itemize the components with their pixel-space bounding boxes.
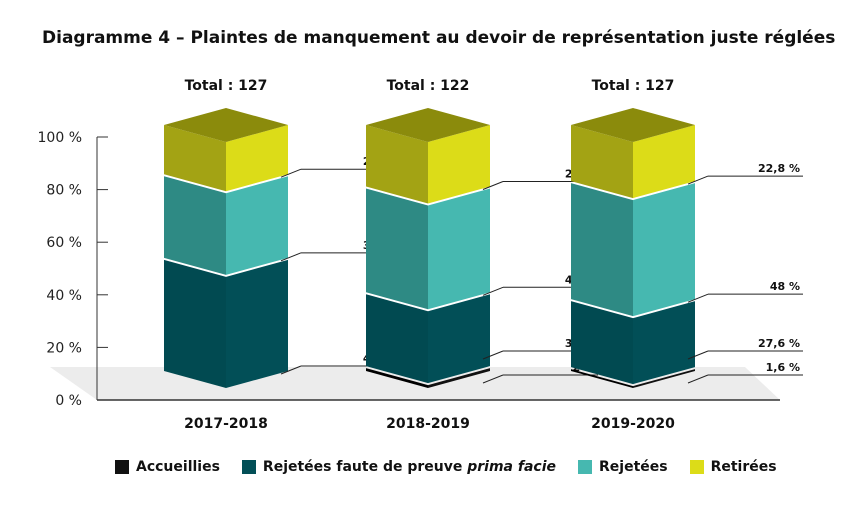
bar-segment-right-face	[226, 125, 288, 192]
label-leader-line	[482, 181, 504, 190]
label-leader-line	[280, 252, 302, 262]
label-leader-line	[687, 350, 709, 360]
bar-segment-right-face	[633, 125, 695, 199]
legend-label: Retirées	[710, 459, 777, 475]
legend: Accueillies Rejetées faute de preuve pri…	[115, 459, 777, 475]
label-leader-line	[687, 175, 709, 185]
label-leader-line	[482, 374, 504, 384]
legend-item-rejetees: Rejetées	[578, 459, 668, 475]
legend-swatch	[241, 460, 256, 474]
bar-segment-left-face	[366, 188, 428, 310]
total-label: Total : 122	[387, 78, 470, 94]
bar-segment-left-face	[164, 259, 226, 388]
label-leader-line	[687, 293, 709, 303]
total-label: Total : 127	[185, 78, 268, 94]
y-tick-label: 60 %	[46, 235, 82, 251]
bar-segment-left-face	[571, 183, 633, 317]
label-leader-line	[687, 374, 709, 384]
total-label: Total : 127	[592, 78, 675, 94]
bar-segment-left-face	[366, 294, 428, 384]
label-leader-line	[280, 168, 302, 178]
bar-segment-right-face	[428, 294, 490, 384]
label-leader-line	[482, 286, 504, 296]
label-leader-line	[482, 350, 504, 360]
legend-swatch	[578, 460, 592, 474]
bar-segment-left-face	[571, 125, 633, 199]
y-tick-label: 100 %	[38, 130, 82, 146]
legend-label: Rejetées faute de preuve prima facie	[262, 459, 556, 475]
bar-segment-left-face	[164, 125, 226, 192]
legend-label: Accueillies	[136, 459, 220, 475]
data-label: 48 %	[770, 280, 800, 293]
y-tick-label: 20 %	[46, 340, 82, 356]
bar-segment-left-face	[164, 176, 226, 275]
bar-segment-left-face	[571, 369, 633, 388]
x-tick-label: 2017-2018	[184, 416, 268, 432]
bar-segment-right-face	[633, 183, 695, 317]
legend-item-rejetees-prima-facie: Rejetées faute de preuve prima facie	[241, 459, 556, 475]
bar-segment-right-face	[226, 176, 288, 275]
data-label: 27,6 %	[758, 337, 800, 350]
bar-segment-right-face	[226, 259, 288, 388]
legend-swatch	[115, 460, 129, 474]
bar-segment-right-face	[633, 301, 695, 385]
y-tick-label: 40 %	[46, 288, 82, 304]
y-tick-label: 0 %	[55, 393, 82, 409]
bar-segment-left-face	[571, 301, 633, 385]
bar-segment-right-face	[428, 188, 490, 310]
label-leader-line	[280, 365, 302, 375]
bar-segment-right-face	[428, 125, 490, 204]
x-tick-label: 2019-2020	[591, 416, 675, 432]
bar-top-face	[366, 108, 490, 142]
legend-item-accueillies: Accueillies	[115, 459, 220, 475]
legend-item-retirees: Retirées	[689, 459, 777, 475]
data-label: 22,8 %	[758, 162, 800, 175]
bar-segment-left-face	[366, 125, 428, 204]
bar-top-face	[164, 108, 288, 142]
legend-label: Rejetées	[599, 459, 668, 475]
x-tick-label: 2018-2019	[386, 416, 470, 432]
bar-top-face	[571, 108, 695, 142]
bar-segment-left-face	[366, 368, 428, 388]
data-label: 1,6 %	[766, 361, 800, 374]
chart-title: Diagramme 4 – Plaintes de manquement au …	[42, 28, 836, 48]
bar-segment-right-face	[428, 368, 490, 388]
legend-swatch	[689, 460, 704, 474]
y-tick-label: 80 %	[46, 183, 82, 199]
bar-segment-right-face	[633, 369, 695, 388]
